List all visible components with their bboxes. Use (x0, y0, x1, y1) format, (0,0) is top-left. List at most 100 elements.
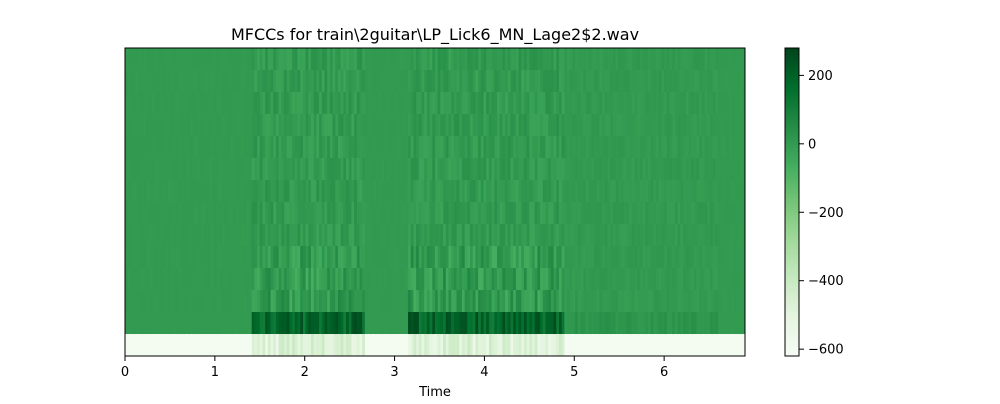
heatmap-cell (583, 180, 587, 203)
heatmap-cell (195, 158, 199, 181)
heatmap-cell (515, 48, 520, 71)
heatmap-cell (575, 290, 579, 313)
heatmap-cell (510, 136, 514, 159)
heatmap-cell (146, 48, 150, 71)
heatmap-cell (432, 202, 436, 225)
heatmap-cell (542, 114, 547, 137)
heatmap-cell (647, 246, 652, 269)
heatmap-cell (219, 246, 223, 269)
heatmap-cell (674, 202, 679, 225)
heatmap-cell (230, 224, 234, 247)
heatmap-cell (262, 158, 266, 181)
heatmap-cell (391, 70, 396, 93)
heatmap-cell (491, 114, 495, 137)
heatmap-cell (275, 290, 280, 313)
heatmap-cell (273, 48, 277, 71)
heatmap-cell (699, 224, 703, 247)
heatmap-cell (591, 202, 595, 225)
heatmap-cell (731, 246, 735, 269)
heatmap-cell (529, 334, 533, 356)
heatmap-cell (149, 136, 153, 159)
x-tick-label: 0 (121, 365, 129, 380)
heatmap-cell (138, 290, 142, 313)
heatmap-cell (273, 70, 277, 93)
heatmap-cell (475, 114, 479, 137)
heatmap-cell (680, 158, 684, 181)
heatmap-cell (195, 334, 199, 356)
heatmap-cell (292, 70, 296, 93)
heatmap-cell (693, 136, 698, 159)
heatmap-cell (197, 114, 202, 137)
heatmap-cell (367, 158, 371, 181)
heatmap-cell (707, 92, 711, 115)
heatmap-cell (294, 48, 299, 71)
heatmap-cell (143, 48, 148, 71)
heatmap-cell (596, 158, 601, 181)
heatmap-cell (656, 70, 660, 93)
heatmap-cell (483, 114, 487, 137)
heatmap-cell (621, 92, 625, 115)
heatmap-cell (311, 290, 315, 313)
heatmap-cell (222, 268, 226, 291)
heatmap-cell (507, 70, 512, 93)
heatmap-cell (637, 268, 641, 291)
heatmap-cell (588, 312, 592, 335)
heatmap-cell (305, 334, 309, 356)
heatmap-cell (532, 136, 536, 159)
heatmap-cell (267, 158, 272, 181)
heatmap-cell (284, 334, 288, 356)
heatmap-cell (178, 158, 183, 181)
heatmap-cell (561, 202, 565, 225)
heatmap-cell (683, 48, 687, 71)
heatmap-cell (518, 136, 522, 159)
colorbar-tick-label: −600 (808, 343, 844, 358)
heatmap-cell (534, 202, 539, 225)
heatmap-cell (448, 334, 452, 356)
heatmap-cell (499, 158, 503, 181)
heatmap-cell (701, 290, 706, 313)
heatmap-cell (281, 224, 285, 247)
heatmap-cell (604, 70, 609, 93)
heatmap-cell (653, 114, 657, 137)
heatmap-cell (289, 202, 293, 225)
heatmap-cell (656, 180, 660, 203)
heatmap-cell (192, 136, 196, 159)
heatmap-cell (631, 48, 636, 71)
heatmap-cell (391, 334, 396, 356)
heatmap-cell (292, 224, 296, 247)
heatmap-cell (604, 180, 609, 203)
heatmap-cell (235, 312, 239, 335)
heatmap-cell (612, 202, 617, 225)
heatmap-cell (448, 70, 452, 93)
heatmap-cell (278, 312, 282, 335)
heatmap-cell (645, 246, 649, 269)
heatmap-cell (585, 92, 590, 115)
heatmap-cell (542, 268, 547, 291)
heatmap-cell (316, 334, 320, 356)
heatmap-cell (666, 312, 671, 335)
heatmap-cell (556, 158, 560, 181)
heatmap-cell (205, 312, 210, 335)
heatmap-cell (227, 334, 231, 356)
heatmap-cell (410, 202, 415, 225)
heatmap-cell (216, 334, 220, 356)
heatmap-cell (569, 114, 574, 137)
heatmap-cell (213, 114, 218, 137)
heatmap-cell (249, 136, 253, 159)
heatmap-cell (472, 180, 477, 203)
heatmap-cell (569, 312, 574, 335)
heatmap-cell (267, 268, 272, 291)
heatmap-cell (203, 246, 207, 269)
heatmap-cell (467, 180, 471, 203)
heatmap-cell (526, 180, 530, 203)
heatmap-cell (680, 92, 684, 115)
heatmap-cell (240, 268, 245, 291)
heatmap-cell (491, 202, 495, 225)
heatmap-cell (354, 70, 358, 93)
heatmap-cell (286, 48, 291, 71)
heatmap-cell (273, 202, 277, 225)
heatmap-cell (718, 48, 722, 71)
heatmap-cell (494, 334, 498, 356)
heatmap-cell (580, 114, 584, 137)
heatmap-cell (707, 158, 711, 181)
